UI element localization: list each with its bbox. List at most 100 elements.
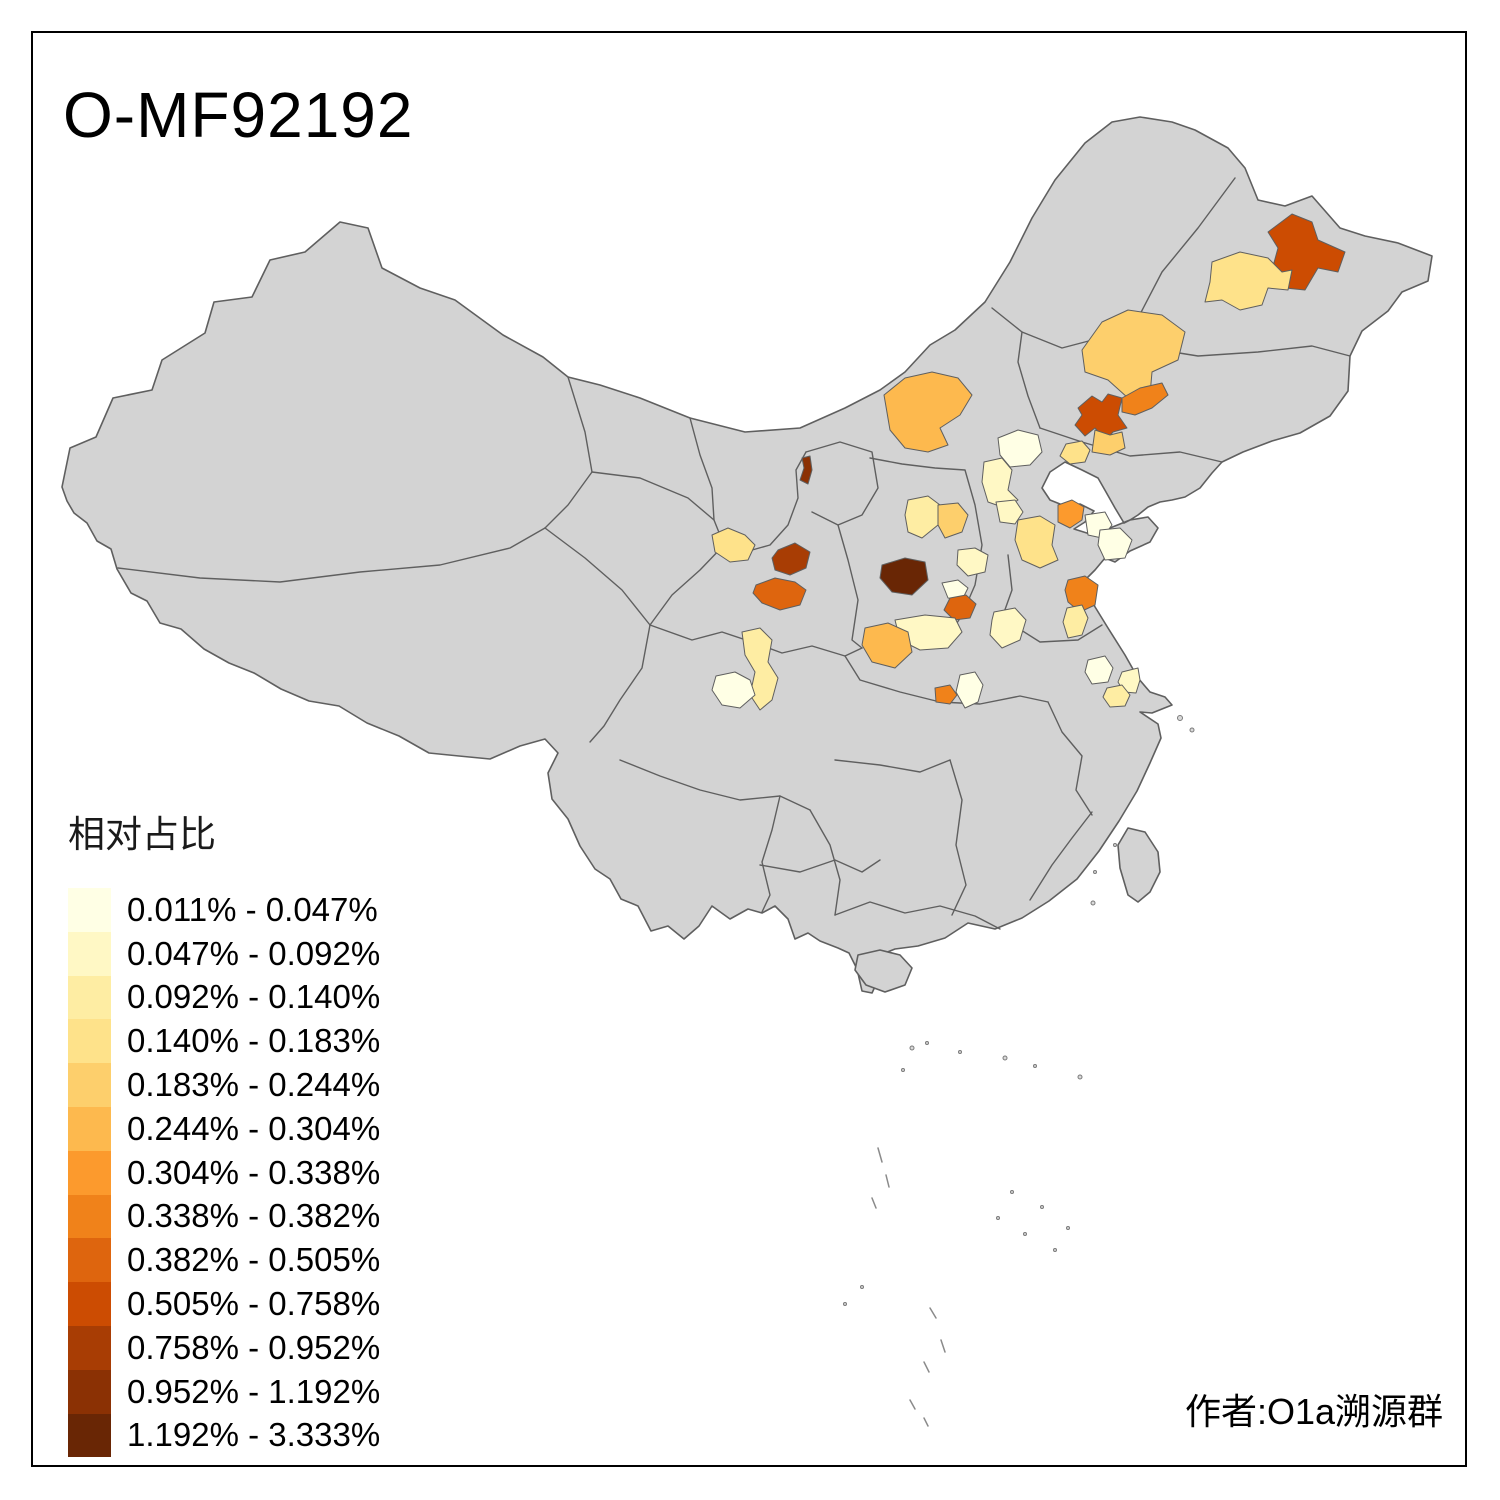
small-island-chain bbox=[871, 1197, 877, 1209]
legend-swatch bbox=[68, 1194, 111, 1239]
legend-label: 0.092% - 0.140% bbox=[127, 978, 381, 1016]
region-changzhi bbox=[941, 579, 969, 601]
map-title: O-MF92192 bbox=[63, 79, 414, 151]
small-island bbox=[958, 1050, 962, 1054]
region-baoding bbox=[981, 457, 1019, 509]
region-ulanqab bbox=[883, 371, 973, 453]
legend-label: 0.047% - 0.092% bbox=[127, 934, 381, 972]
taiwan-island bbox=[1117, 827, 1161, 903]
legend-swatch bbox=[68, 1063, 111, 1107]
region-jincheng bbox=[943, 594, 977, 621]
province-border-line bbox=[761, 795, 781, 913]
small-island-chain bbox=[909, 1399, 916, 1410]
region-xinzhou bbox=[904, 495, 941, 539]
legend-label: 0.140% - 0.183% bbox=[127, 1022, 381, 1060]
region-jilin-west bbox=[1081, 309, 1186, 399]
province-border-line bbox=[1001, 554, 1013, 619]
legend-item: 0.244% - 0.304% bbox=[68, 1106, 381, 1151]
legend-label: 0.952% - 1.192% bbox=[127, 1372, 381, 1410]
legend-item: 0.092% - 0.140% bbox=[68, 975, 381, 1020]
small-island bbox=[1077, 1074, 1083, 1080]
legend-swatch bbox=[68, 1413, 111, 1458]
small-island bbox=[1066, 1226, 1070, 1230]
region-linyi bbox=[1064, 575, 1099, 613]
legend-item: 0.011% - 0.047% bbox=[68, 888, 380, 932]
small-island bbox=[901, 1068, 905, 1072]
legend-swatch bbox=[68, 1238, 111, 1283]
region-shijiazhuang bbox=[995, 499, 1024, 525]
legend-item: 0.758% - 0.952% bbox=[68, 1325, 381, 1370]
legend-label: 0.382% - 0.505% bbox=[127, 1241, 381, 1279]
province-border-line bbox=[837, 524, 863, 649]
small-island bbox=[996, 1216, 1000, 1220]
region-lanzhou bbox=[711, 527, 756, 563]
legend-swatch bbox=[68, 888, 111, 932]
legend-swatch bbox=[68, 975, 111, 1020]
region-yangzhou bbox=[1102, 684, 1131, 708]
legend-swatch bbox=[68, 1106, 111, 1151]
legend-item: 0.952% - 1.192% bbox=[68, 1369, 381, 1414]
legend-swatch bbox=[68, 1282, 111, 1326]
south-china-sea-islands bbox=[843, 715, 1195, 1427]
legend-label: 0.011% - 0.047% bbox=[127, 890, 378, 928]
province-border-line bbox=[1017, 331, 1041, 429]
legend-swatch bbox=[68, 931, 111, 976]
small-island bbox=[1113, 843, 1117, 847]
small-island-chain bbox=[885, 1174, 890, 1188]
small-island bbox=[1002, 1055, 1008, 1061]
region-nenjiang bbox=[1204, 251, 1293, 311]
small-island bbox=[925, 1041, 929, 1045]
province-border-line bbox=[117, 527, 546, 583]
legend-item: 1.192% - 3.333% bbox=[68, 1413, 380, 1458]
colored-prefecture-regions bbox=[711, 213, 1346, 711]
legend-item: 0.183% - 0.244% bbox=[68, 1063, 380, 1107]
province-border-line bbox=[759, 859, 881, 873]
small-island bbox=[860, 1285, 864, 1289]
region-wuhai bbox=[799, 455, 813, 485]
small-island bbox=[1033, 1064, 1037, 1068]
region-wuzhong bbox=[771, 542, 811, 576]
region-dongying bbox=[1057, 499, 1085, 529]
region-liaoyang bbox=[1091, 429, 1126, 456]
small-island-chain bbox=[929, 1307, 937, 1319]
province-border-line bbox=[834, 759, 951, 773]
region-qingdao bbox=[1097, 527, 1133, 561]
legend-label: 0.338% - 0.382% bbox=[127, 1197, 381, 1235]
small-island bbox=[909, 1045, 915, 1051]
legend-item: 0.338% - 0.382% bbox=[68, 1194, 381, 1239]
legend-item: 0.382% - 0.505% bbox=[68, 1238, 381, 1283]
small-island bbox=[1010, 1190, 1014, 1194]
attribution-text: 作者:O1a溯源群 bbox=[1184, 1391, 1443, 1432]
region-mianyang bbox=[741, 627, 779, 711]
province-border-line bbox=[949, 759, 967, 916]
small-island bbox=[1189, 727, 1195, 733]
small-island-chain bbox=[923, 1361, 930, 1373]
small-island bbox=[843, 1302, 847, 1306]
province-border-line bbox=[689, 417, 715, 521]
legend-label: 0.244% - 0.304% bbox=[127, 1109, 381, 1147]
small-island bbox=[1040, 1205, 1044, 1209]
hainan-island bbox=[854, 949, 913, 993]
legend-swatch bbox=[68, 1019, 111, 1064]
province-border-line bbox=[1047, 701, 1093, 816]
region-zaozhuang bbox=[1062, 604, 1089, 639]
region-shenyang bbox=[1074, 393, 1128, 441]
legend-item: 0.047% - 0.092% bbox=[68, 931, 381, 976]
region-sanmenxia bbox=[861, 622, 913, 669]
region-beijing bbox=[997, 429, 1043, 468]
legend-label: 0.758% - 0.952% bbox=[127, 1328, 381, 1366]
legend-label: 0.505% - 0.758% bbox=[127, 1285, 381, 1323]
region-taiyuan bbox=[937, 502, 969, 539]
legend-swatch bbox=[68, 1325, 111, 1370]
legend-rows: 0.011% - 0.047% 0.047% - 0.092% 0.092% - 0… bbox=[68, 888, 381, 1458]
region-linfen bbox=[879, 557, 929, 596]
province-border-line bbox=[619, 759, 811, 811]
legend-label: 0.183% - 0.244% bbox=[127, 1066, 381, 1104]
small-island bbox=[1093, 870, 1097, 874]
legend: 相对占比 0.011% - 0.047% 0.047% - 0.092% 0.092… bbox=[68, 804, 381, 1458]
province-border-line bbox=[834, 901, 1001, 930]
province-border-line bbox=[1039, 427, 1223, 463]
province-border-line bbox=[544, 527, 651, 743]
region-xiangyang bbox=[934, 684, 958, 705]
